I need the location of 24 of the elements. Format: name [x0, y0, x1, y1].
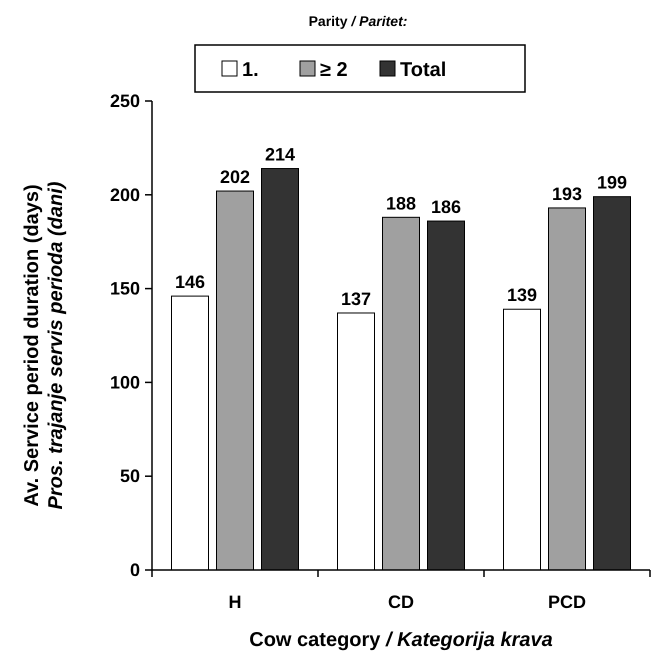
- data-label: 193: [552, 184, 582, 204]
- x-axis-title: Cow category / Kategorija krava: [249, 629, 553, 651]
- data-label: 202: [220, 167, 250, 188]
- legend-label: ≥ 2: [320, 59, 348, 81]
- y-tick-label: 250: [110, 91, 140, 111]
- y-tick-label: 0: [130, 560, 140, 580]
- x-tick-label: PCD: [548, 592, 586, 612]
- data-label: 188: [386, 193, 416, 214]
- x-tick-label: CD: [388, 592, 414, 612]
- data-label: 146: [174, 272, 206, 292]
- data-label: 137: [340, 288, 372, 309]
- y-axis-title: Av. Service period duration (days) Pros. trajanje servis perioda (dani): [21, 181, 67, 510]
- data-label: 214: [264, 144, 296, 165]
- data-label: 186: [430, 197, 462, 218]
- y-tick-label: 150: [110, 278, 140, 299]
- y-tick-label: 200: [110, 184, 140, 205]
- x-tick-label: H: [228, 592, 242, 612]
- data-label: 139: [506, 285, 538, 306]
- data-label: 199: [596, 172, 628, 193]
- legend-label: Total: [400, 59, 446, 81]
- y-tick-label: 50: [120, 466, 140, 486]
- legend-label: 1.: [242, 59, 259, 81]
- y-tick-label: 100: [110, 372, 140, 392]
- legend-title: Parity / Paritet:: [308, 13, 408, 29]
